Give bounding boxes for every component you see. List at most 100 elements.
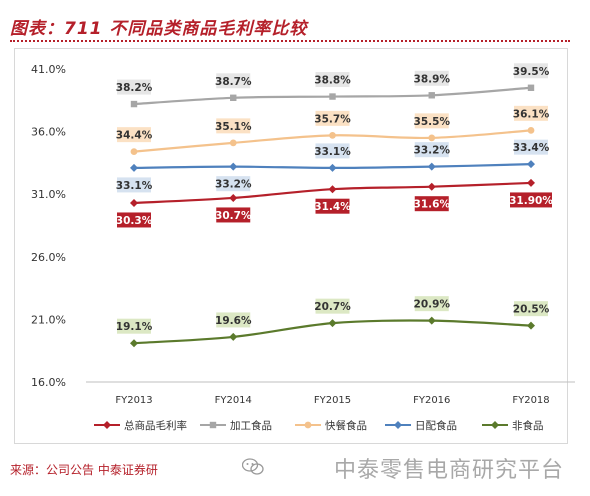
legend-swatch-marker (491, 421, 499, 429)
data-point (527, 126, 535, 134)
data-point (328, 185, 337, 194)
data-label: 33.1% (116, 180, 153, 192)
y-tick-label: 36.0% (31, 126, 66, 139)
data-label-box (315, 298, 350, 314)
data-point (328, 319, 337, 328)
data-label-box (414, 142, 449, 158)
x-tick-label: FY2018 (512, 395, 549, 406)
data-point (130, 163, 138, 172)
data-label-box (117, 318, 151, 334)
data-label-box (216, 118, 251, 134)
data-point (329, 93, 336, 100)
data-point (428, 134, 436, 142)
legend-label: 快餐食品 (325, 419, 367, 432)
data-label: 38.9% (414, 73, 451, 85)
data-label-box (510, 192, 552, 208)
x-tick-label: FY2013 (115, 395, 152, 406)
y-tick-label: 26.0% (31, 251, 66, 264)
y-tick-label: 41.0% (31, 63, 66, 76)
data-label-box (315, 143, 350, 159)
chart-frame (14, 48, 568, 444)
y-tick-label: 31.0% (31, 188, 66, 201)
data-point (230, 94, 237, 101)
data-point (229, 139, 237, 147)
data-point (130, 198, 138, 207)
data-label-box (117, 127, 151, 143)
data-label: 35.7% (314, 113, 351, 125)
data-label: 20.9% (414, 299, 451, 311)
data-label: 31.4% (314, 201, 351, 213)
data-label: 33.4% (513, 142, 550, 154)
data-label: 19.1% (116, 321, 153, 333)
legend-swatch-marker (304, 421, 312, 429)
data-point (229, 193, 238, 202)
data-point (329, 131, 336, 139)
legend-label: 加工食品 (230, 419, 272, 432)
data-label-box (117, 212, 151, 228)
y-tick-label: 16.0% (31, 376, 66, 389)
data-point (527, 160, 535, 169)
legend-swatch-marker (394, 421, 402, 429)
data-point (527, 178, 535, 187)
data-point (130, 100, 138, 108)
data-label-box (414, 296, 449, 312)
x-tick-label: FY2015 (314, 395, 351, 406)
data-label: 36.1% (513, 108, 550, 120)
data-label-box (117, 177, 151, 193)
data-label: 38.2% (116, 82, 153, 94)
data-label-box (216, 73, 251, 89)
data-label-box (315, 110, 350, 126)
data-point (527, 321, 535, 330)
data-label-box (315, 198, 350, 214)
chart-title: 图表：711 不同品类商品毛利率比较 (10, 19, 308, 39)
data-label: 34.4% (116, 130, 153, 142)
legend-label: 总商品毛利率 (124, 419, 187, 432)
data-label: 31.90% (509, 195, 553, 207)
watermark-text: 中泰零售电商研究平台 (333, 458, 564, 483)
data-label-box (414, 196, 449, 212)
data-point (328, 163, 337, 172)
data-label: 35.5% (414, 116, 451, 128)
data-label: 30.7% (215, 210, 252, 222)
y-tick-label: 21.0% (31, 313, 66, 326)
legend-label: 非食品 (512, 419, 544, 432)
data-label: 33.1% (314, 146, 351, 158)
source-note: 来源：公司公告 中泰证券研 (10, 463, 158, 477)
data-point (427, 316, 436, 325)
data-label: 33.2% (215, 179, 252, 191)
data-point (229, 332, 238, 341)
data-label: 30.3% (116, 215, 153, 227)
data-point (527, 84, 535, 91)
data-label-box (514, 63, 548, 79)
data-label: 20.5% (513, 304, 550, 316)
data-label: 19.6% (215, 315, 252, 327)
data-label-box (315, 72, 350, 88)
legend-swatch-marker (209, 421, 217, 429)
data-point (229, 162, 238, 171)
data-point (427, 162, 436, 171)
data-label-box (216, 207, 251, 223)
data-point (130, 339, 138, 348)
data-label: 38.8% (314, 75, 351, 87)
data-label: 39.5% (513, 66, 550, 78)
data-label-box (514, 105, 548, 121)
legend-swatch-marker (103, 421, 111, 429)
data-label-box (117, 79, 151, 95)
data-label-box (514, 301, 548, 317)
data-label: 33.2% (414, 145, 451, 157)
data-point (130, 148, 138, 156)
data-label: 20.7% (314, 301, 351, 313)
data-label-box (514, 139, 548, 155)
title-divider (10, 40, 570, 42)
x-tick-label: FY2014 (215, 395, 252, 406)
legend-label: 日配食品 (415, 419, 457, 432)
wechat-icon (242, 458, 264, 475)
data-label-box (216, 312, 251, 328)
data-label: 35.1% (215, 121, 252, 133)
data-label: 31.6% (414, 199, 451, 211)
data-label-box (414, 113, 449, 129)
data-point (427, 182, 436, 191)
x-tick-label: FY2016 (413, 395, 450, 406)
data-point (428, 92, 435, 99)
